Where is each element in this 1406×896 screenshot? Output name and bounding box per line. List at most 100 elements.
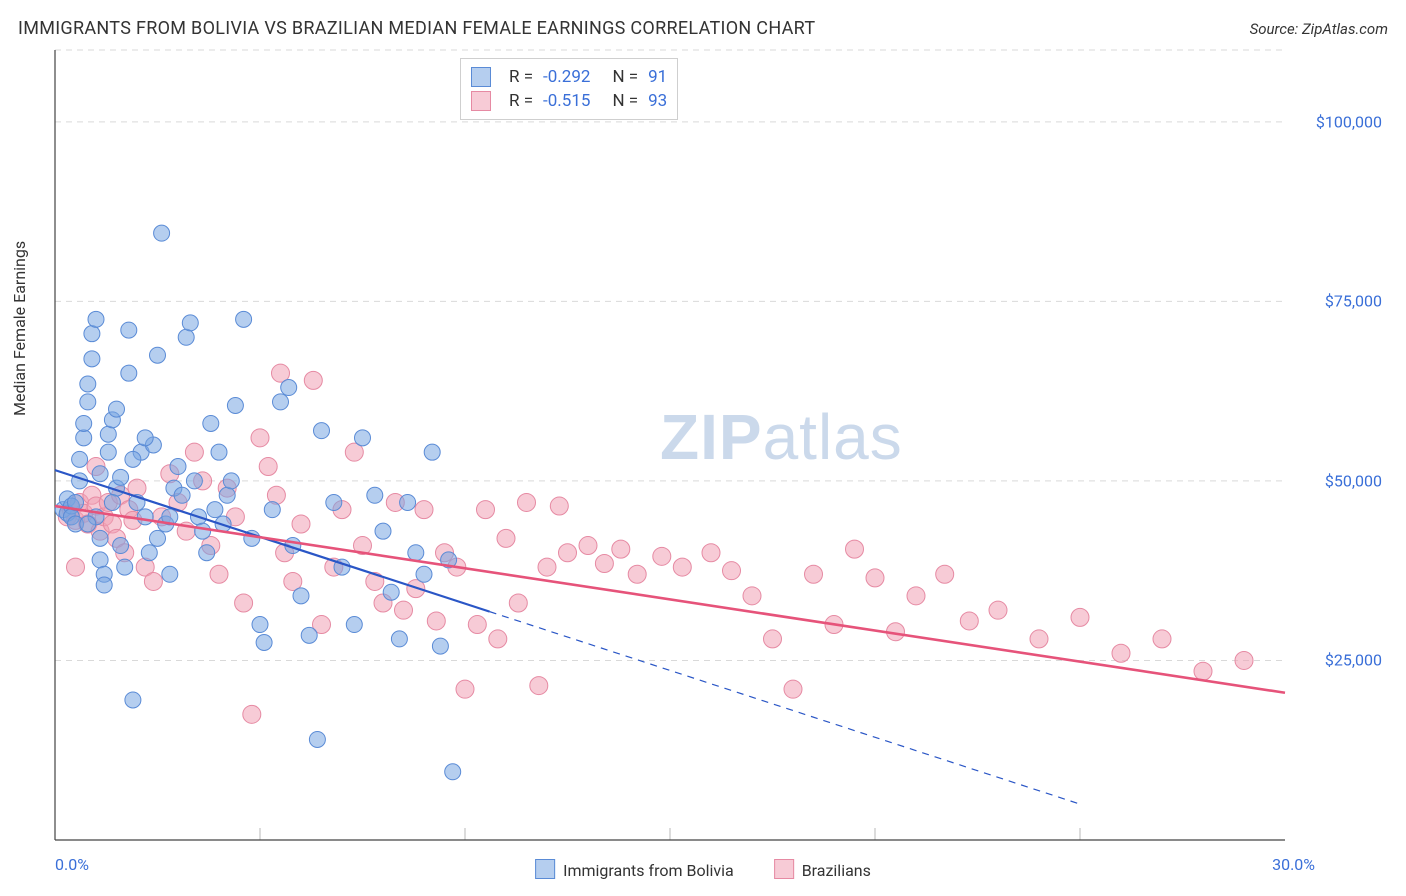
blue-point: [301, 627, 317, 643]
blue-point: [170, 459, 186, 475]
blue-point: [100, 444, 116, 460]
scatter-chart: [0, 0, 1406, 892]
blue-point: [109, 401, 125, 417]
blue-point: [76, 415, 92, 431]
blue-point: [199, 545, 215, 561]
y-tick-label: $25,000: [1325, 651, 1382, 670]
blue-point: [445, 764, 461, 780]
pink-point: [251, 429, 269, 447]
blue-trendline-ext: [490, 612, 1080, 804]
pink-point: [259, 458, 277, 476]
blue-point: [125, 451, 141, 467]
blue-point: [391, 631, 407, 647]
blue-point: [88, 311, 104, 327]
stats-row: R = -0.292N = 91: [471, 65, 667, 89]
chart-container: Median Female Earnings ZIPatlas $25,000$…: [0, 0, 1406, 892]
blue-point: [264, 502, 280, 518]
pink-point: [628, 565, 646, 583]
blue-point: [178, 329, 194, 345]
blue-point: [84, 351, 100, 367]
pink-point: [1071, 608, 1089, 626]
blue-point: [76, 430, 92, 446]
blue-point: [236, 311, 252, 327]
pink-point: [530, 677, 548, 695]
pink-point: [538, 558, 556, 576]
blue-point: [92, 552, 108, 568]
pink-point: [235, 594, 253, 612]
blue-point: [80, 516, 96, 532]
pink-point: [559, 544, 577, 562]
blue-point: [174, 487, 190, 503]
blue-point: [252, 617, 268, 633]
pink-point: [936, 565, 954, 583]
blue-point: [141, 545, 157, 561]
blue-point: [273, 394, 289, 410]
blue-point: [314, 423, 330, 439]
blue-point: [117, 559, 133, 575]
blue-point: [355, 430, 371, 446]
legend-item: Brazilians: [774, 859, 871, 880]
blue-point: [92, 466, 108, 482]
blue-point: [121, 365, 137, 381]
blue-point: [424, 444, 440, 460]
blue-point: [223, 473, 239, 489]
pink-point: [612, 540, 630, 558]
pink-point: [468, 616, 486, 634]
pink-point: [243, 705, 261, 723]
pink-point: [960, 612, 978, 630]
blue-point: [182, 315, 198, 331]
pink-point: [673, 558, 691, 576]
blue-point: [346, 617, 362, 633]
blue-point: [125, 692, 141, 708]
blue-point: [150, 530, 166, 546]
x-tick-label: 30.0%: [1272, 855, 1315, 874]
blue-point: [326, 494, 342, 510]
blue-point: [281, 380, 297, 396]
blue-point: [121, 322, 137, 338]
pink-point: [144, 572, 162, 590]
pink-point: [427, 612, 445, 630]
pink-point: [764, 630, 782, 648]
pink-point: [304, 371, 322, 389]
blue-point: [92, 530, 108, 546]
blue-point: [72, 451, 88, 467]
pink-point: [1153, 630, 1171, 648]
blue-point: [80, 376, 96, 392]
blue-point: [96, 577, 112, 593]
blue-point: [137, 509, 153, 525]
pink-point: [477, 501, 495, 519]
blue-point: [367, 487, 383, 503]
legend-bottom: Immigrants from Bolivia Brazilians: [535, 859, 871, 880]
blue-point: [113, 469, 129, 485]
blue-point: [432, 638, 448, 654]
pink-point: [653, 547, 671, 565]
pink-point: [1030, 630, 1048, 648]
pink-point: [1194, 662, 1212, 680]
legend-item: Immigrants from Bolivia: [535, 859, 734, 880]
blue-point: [293, 588, 309, 604]
stats-row: R = -0.515N = 93: [471, 89, 667, 113]
pink-point: [907, 587, 925, 605]
blue-point: [162, 566, 178, 582]
pink-point: [395, 601, 413, 619]
pink-point: [497, 529, 515, 547]
blue-point: [113, 538, 129, 554]
pink-point: [550, 497, 568, 515]
blue-point: [375, 523, 391, 539]
blue-point: [100, 426, 116, 442]
blue-point: [80, 394, 96, 410]
blue-point: [256, 635, 272, 651]
blue-point: [408, 545, 424, 561]
blue-point: [104, 494, 120, 510]
blue-point: [400, 494, 416, 510]
pink-point: [456, 680, 474, 698]
pink-point: [743, 587, 761, 605]
blue-point: [211, 444, 227, 460]
blue-point: [84, 326, 100, 342]
blue-point: [203, 415, 219, 431]
stats-legend: R = -0.292N = 91R = -0.515N = 93: [460, 58, 678, 120]
blue-point: [416, 566, 432, 582]
pink-point: [579, 537, 597, 555]
pink-point: [702, 544, 720, 562]
blue-point: [137, 430, 153, 446]
